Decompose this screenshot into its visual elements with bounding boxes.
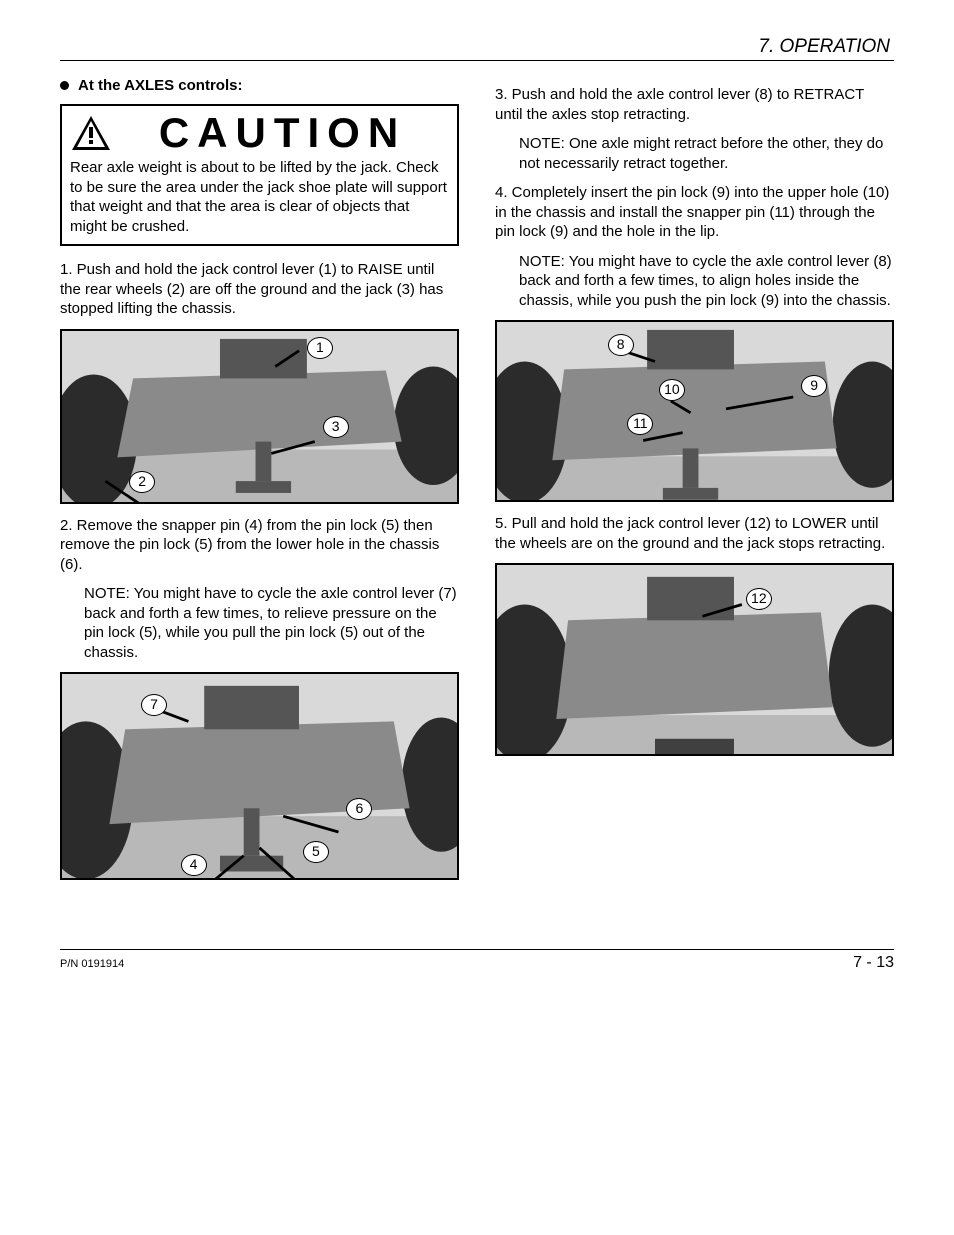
- step-1: 1. Push and hold the jack control lever …: [60, 260, 459, 319]
- figure-1-art: [62, 331, 457, 504]
- callout-2: 2: [129, 471, 155, 493]
- caution-header: CAUTION: [70, 112, 449, 154]
- callout-11: 11: [627, 413, 653, 435]
- left-column: At the AXLES controls: CAUTION Rear axle…: [60, 75, 459, 892]
- figure-2-art: [62, 674, 457, 880]
- content-columns: At the AXLES controls: CAUTION Rear axle…: [60, 75, 894, 892]
- figure-3-art: [497, 322, 892, 502]
- callout-3: 3: [323, 416, 349, 438]
- step-2: 2. Remove the snapper pin (4) from the p…: [60, 516, 459, 575]
- figure-3: 810911: [495, 320, 894, 502]
- bullet-heading: At the AXLES controls:: [78, 77, 459, 94]
- figure-4-art: [497, 565, 892, 756]
- page-footer: P/N 0191914 7 - 13: [60, 949, 894, 972]
- part-number: P/N 0191914: [60, 958, 124, 970]
- note-left-1: NOTE: You might have to cycle the axle c…: [84, 584, 459, 662]
- right-column: 3. Push and hold the axle control lever …: [495, 75, 894, 892]
- figure-4: 12: [495, 563, 894, 756]
- figure-2: 7654: [60, 672, 459, 880]
- page-number: 7 - 13: [853, 954, 894, 972]
- caution-box: CAUTION Rear axle weight is about to be …: [60, 104, 459, 246]
- callout-10: 10: [659, 379, 685, 401]
- callout-8: 8: [608, 334, 634, 356]
- callout-12: 12: [746, 588, 772, 610]
- warning-triangle-icon: [70, 114, 112, 152]
- page-header: 7. OPERATION: [60, 36, 894, 61]
- step-3: 3. Push and hold the axle control lever …: [495, 85, 894, 124]
- callout-4: 4: [181, 854, 207, 876]
- caution-word: CAUTION: [116, 112, 449, 154]
- caution-body: Rear axle weight is about to be lifted b…: [70, 158, 449, 236]
- step-4: 4. Completely insert the pin lock (9) in…: [495, 183, 894, 242]
- figure-1: 132: [60, 329, 459, 504]
- section-title: 7. OPERATION: [60, 36, 894, 58]
- step-5: 5. Pull and hold the jack control lever …: [495, 514, 894, 553]
- note-right-3: NOTE: One axle might retract before the …: [519, 134, 894, 173]
- note-right-4: NOTE: You might have to cycle the axle c…: [519, 252, 894, 311]
